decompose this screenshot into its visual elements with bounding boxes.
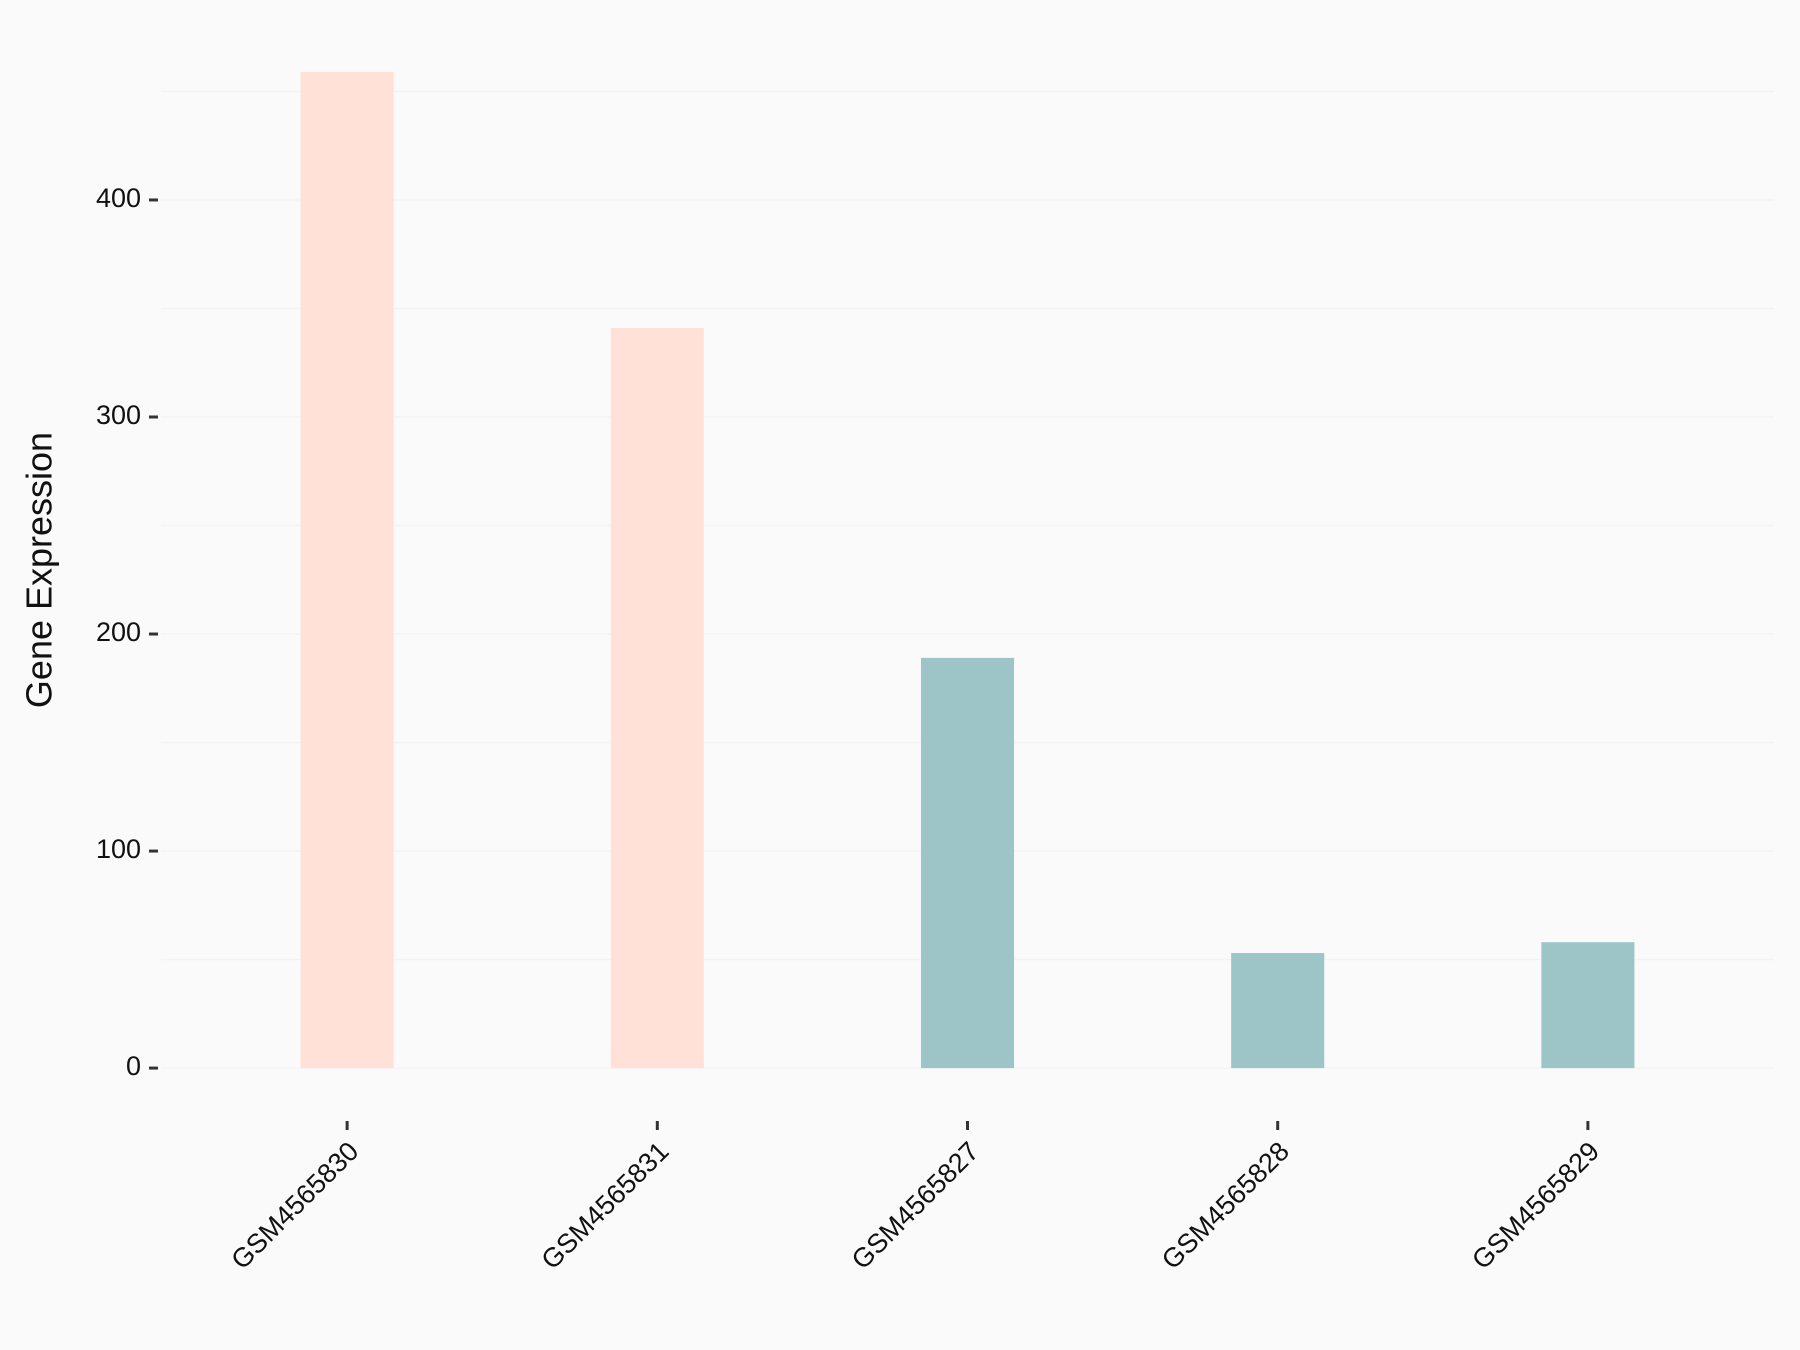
bar — [1231, 953, 1325, 1069]
y-axis-label: Gene Expression — [19, 432, 60, 708]
y-tick-label: 0 — [126, 1051, 141, 1081]
bar — [1541, 942, 1635, 1069]
y-tick-label: 200 — [96, 617, 141, 647]
y-tick-label: 300 — [96, 400, 141, 430]
bar — [610, 328, 704, 1069]
y-tick-label: 400 — [96, 183, 141, 213]
y-tick-label: 100 — [96, 834, 141, 864]
bar — [920, 657, 1015, 1069]
bar — [300, 71, 394, 1069]
